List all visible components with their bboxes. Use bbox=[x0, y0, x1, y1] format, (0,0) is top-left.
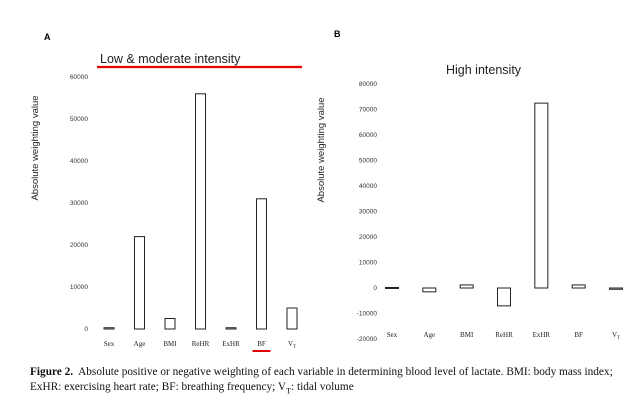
panel-b-ytick: 10000 bbox=[359, 260, 377, 267]
category-label-vt: VT bbox=[612, 331, 620, 341]
panel-a-yticks: 0 10000 20000 30000 40000 50000 60000 bbox=[70, 74, 88, 333]
category-label-age: Age bbox=[423, 331, 435, 339]
bar-rehr bbox=[497, 287, 511, 307]
bar-age bbox=[422, 287, 437, 293]
category-label-vt: VT bbox=[288, 340, 296, 350]
bar-bmi bbox=[164, 318, 176, 330]
bar-bf bbox=[571, 284, 586, 289]
panel-a: A Low & moderate intensity Absolute weig… bbox=[30, 32, 302, 352]
panel-b-letter: B bbox=[334, 29, 341, 39]
figure-caption: Figure 2. Absolute positive or negative … bbox=[30, 365, 630, 398]
panel-b-ytick: 60000 bbox=[359, 132, 377, 139]
panel-b-ytick: 0 bbox=[373, 285, 377, 292]
panel-b-ytick: -10000 bbox=[357, 311, 378, 318]
panel-b-ytick: 40000 bbox=[359, 183, 377, 190]
category-label-rehr: ReHR bbox=[192, 340, 210, 348]
panel-a-ytick: 20000 bbox=[70, 242, 88, 249]
category-label-bf: BF bbox=[257, 340, 266, 348]
panel-b-ytick: 30000 bbox=[359, 209, 377, 216]
category-label-exhr: ExHR bbox=[222, 340, 240, 348]
category-label-bmi: BMI bbox=[163, 340, 177, 348]
panel-b: B High intensity Absolute weighting valu… bbox=[316, 29, 623, 343]
bar-exhr bbox=[225, 327, 237, 330]
panel-b-categories: Sex Age BMI ReHR ExHR BF VT bbox=[387, 331, 620, 341]
category-label-exhr: ExHR bbox=[533, 331, 551, 339]
category-label-bf: BF bbox=[574, 331, 583, 339]
category-label-rehr: ReHR bbox=[495, 331, 513, 339]
panel-a-ytick: 60000 bbox=[70, 74, 88, 81]
bar-bmi bbox=[459, 284, 474, 289]
panel-a-ytick: 50000 bbox=[70, 116, 88, 123]
caption-text: Absolute positive or negative weighting … bbox=[30, 366, 613, 393]
bar-vt bbox=[286, 307, 298, 330]
bar-exhr bbox=[534, 102, 549, 289]
panel-a-ytick: 10000 bbox=[70, 284, 88, 291]
bar-vt bbox=[609, 287, 623, 290]
panel-b-bars bbox=[385, 102, 623, 307]
panel-b-ytick: 50000 bbox=[359, 158, 377, 165]
panel-a-ytick: 30000 bbox=[70, 200, 88, 207]
caption-text-end: : tidal volume bbox=[290, 381, 354, 393]
caption-label: Figure 2. bbox=[30, 366, 74, 378]
panel-a-bars bbox=[103, 93, 298, 330]
bar-age bbox=[134, 236, 145, 330]
panel-b-ylabel: Absolute weighting value bbox=[316, 97, 327, 202]
panel-a-categories: Sex Age BMI ReHR ExHR BF VT bbox=[104, 340, 296, 352]
panel-b-ytick: 70000 bbox=[359, 107, 377, 114]
category-label-sex: Sex bbox=[387, 331, 398, 339]
panel-a-ytick: 0 bbox=[84, 326, 88, 333]
category-label-sex: Sex bbox=[104, 340, 115, 348]
panel-b-ytick: 20000 bbox=[359, 234, 377, 241]
caption-subscript: T bbox=[286, 386, 291, 396]
panel-a-letter: A bbox=[44, 32, 51, 42]
panel-b-ytick: 80000 bbox=[359, 81, 377, 88]
bar-bf bbox=[256, 198, 267, 330]
bar-sex bbox=[103, 327, 115, 330]
panel-a-title: Low & moderate intensity bbox=[100, 52, 241, 66]
bar-sex bbox=[385, 286, 399, 289]
panel-b-yticks: -20000 -10000 0 10000 20000 30000 40000 50000 60… bbox=[357, 81, 378, 343]
category-label-age: Age bbox=[134, 340, 146, 348]
category-label-bmi: BMI bbox=[460, 331, 474, 339]
bar-rehr bbox=[195, 93, 206, 330]
panel-a-ytick: 40000 bbox=[70, 158, 88, 165]
panel-b-ytick: -20000 bbox=[357, 336, 378, 343]
panel-b-title: High intensity bbox=[446, 63, 522, 77]
panel-a-ylabel: Absolute weighting value bbox=[30, 95, 41, 200]
